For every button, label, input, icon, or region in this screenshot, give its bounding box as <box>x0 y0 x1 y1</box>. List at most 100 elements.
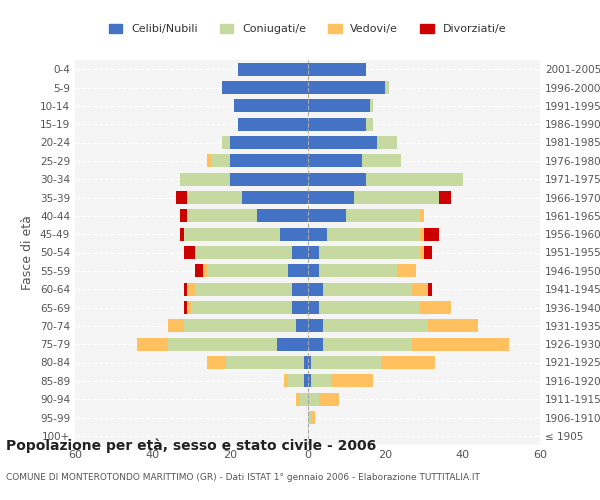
Bar <box>179 228 184 240</box>
Bar <box>207 154 211 167</box>
Bar <box>187 283 195 296</box>
Bar <box>304 374 308 387</box>
Bar <box>381 356 436 369</box>
Bar <box>207 356 226 369</box>
Bar <box>292 283 308 296</box>
Bar <box>308 374 311 387</box>
Bar <box>179 173 230 186</box>
Bar <box>412 338 509 350</box>
Bar <box>439 191 451 204</box>
Bar <box>420 228 424 240</box>
Bar <box>195 283 292 296</box>
Bar <box>308 173 365 186</box>
Bar <box>288 264 308 277</box>
Bar <box>280 228 308 240</box>
Bar <box>222 136 230 149</box>
Bar <box>137 338 168 350</box>
Bar <box>412 283 428 296</box>
Bar <box>308 136 377 149</box>
Bar <box>397 264 416 277</box>
Bar <box>308 301 319 314</box>
Bar <box>365 173 463 186</box>
Bar <box>176 191 187 204</box>
Bar <box>184 246 195 259</box>
Bar <box>187 301 191 314</box>
Bar <box>226 356 304 369</box>
Bar <box>424 246 431 259</box>
Bar <box>184 301 187 314</box>
Bar <box>420 210 424 222</box>
Bar <box>230 154 308 167</box>
Bar <box>308 246 319 259</box>
Bar <box>308 356 311 369</box>
Bar <box>308 283 323 296</box>
Bar <box>168 320 184 332</box>
Bar <box>308 320 323 332</box>
Bar <box>420 246 424 259</box>
Bar <box>292 246 308 259</box>
Bar <box>323 283 412 296</box>
Bar <box>296 320 308 332</box>
Bar <box>277 338 308 350</box>
Bar <box>234 100 308 112</box>
Bar <box>362 154 401 167</box>
Bar <box>238 118 308 130</box>
Bar <box>428 320 478 332</box>
Bar <box>311 356 381 369</box>
Bar <box>319 301 420 314</box>
Bar <box>319 246 420 259</box>
Bar <box>191 301 292 314</box>
Bar <box>424 228 439 240</box>
Text: Popolazione per età, sesso e stato civile - 2006: Popolazione per età, sesso e stato civil… <box>6 438 376 453</box>
Bar <box>184 228 280 240</box>
Bar <box>230 173 308 186</box>
Y-axis label: Fasce di età: Fasce di età <box>22 215 34 290</box>
Bar <box>346 210 420 222</box>
Bar <box>323 338 412 350</box>
Bar <box>377 136 397 149</box>
Bar <box>230 136 308 149</box>
Bar <box>308 393 319 406</box>
Bar <box>319 264 397 277</box>
Bar <box>319 393 338 406</box>
Bar <box>308 63 365 76</box>
Bar <box>428 283 431 296</box>
Bar <box>327 228 420 240</box>
Bar <box>354 191 439 204</box>
Bar <box>179 210 187 222</box>
Bar <box>238 63 308 76</box>
Bar <box>211 154 230 167</box>
Bar <box>308 338 323 350</box>
Bar <box>292 301 308 314</box>
Bar <box>304 356 308 369</box>
Bar <box>184 320 296 332</box>
Bar <box>323 320 428 332</box>
Bar <box>308 210 346 222</box>
Bar <box>203 264 207 277</box>
Bar <box>311 374 331 387</box>
Bar <box>308 264 319 277</box>
Bar <box>195 264 203 277</box>
Bar <box>308 228 327 240</box>
Bar <box>195 246 292 259</box>
Bar <box>331 374 373 387</box>
Bar <box>308 411 311 424</box>
Text: COMUNE DI MONTEROTONDO MARITTIMO (GR) - Dati ISTAT 1° gennaio 2006 - Elaborazion: COMUNE DI MONTEROTONDO MARITTIMO (GR) - … <box>6 473 480 482</box>
Bar <box>311 411 315 424</box>
Bar <box>300 393 308 406</box>
Bar <box>257 210 308 222</box>
Bar <box>385 81 389 94</box>
Bar <box>296 393 300 406</box>
Bar <box>222 81 308 94</box>
Bar <box>308 81 385 94</box>
Bar <box>308 191 354 204</box>
Bar <box>207 264 288 277</box>
Bar <box>187 191 242 204</box>
Bar <box>308 118 365 130</box>
Bar <box>420 301 451 314</box>
Legend: Celibi/Nubili, Coniugati/e, Vedovi/e, Divorziati/e: Celibi/Nubili, Coniugati/e, Vedovi/e, Di… <box>104 20 511 38</box>
Bar <box>288 374 304 387</box>
Bar <box>242 191 308 204</box>
Bar <box>284 374 288 387</box>
Bar <box>365 118 373 130</box>
